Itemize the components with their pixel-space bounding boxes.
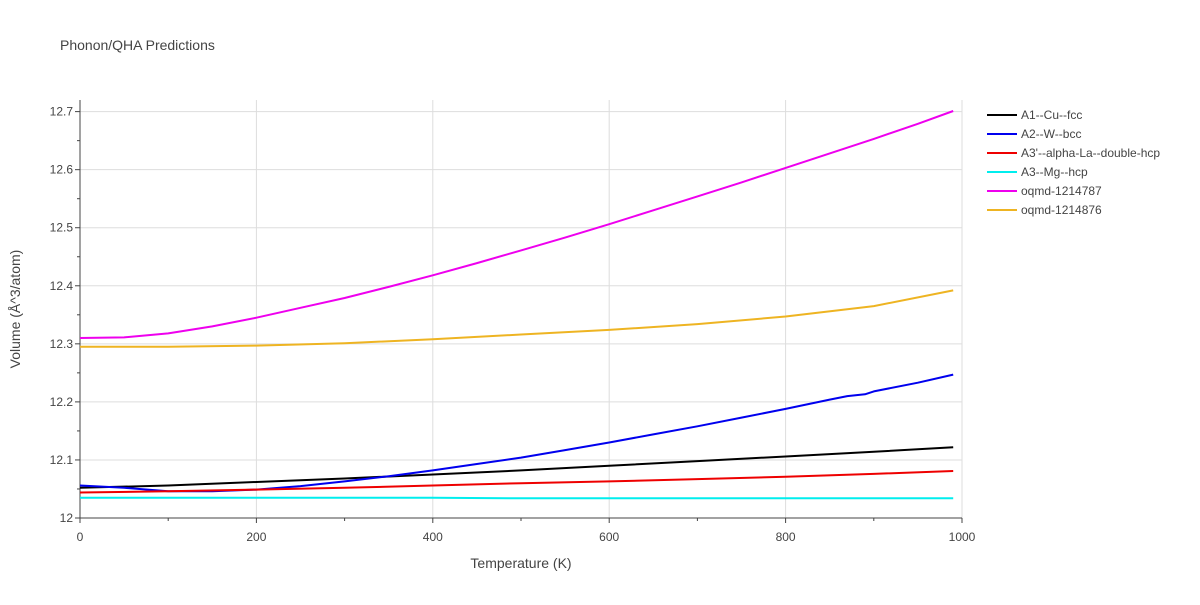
- x-tick-label: 800: [776, 530, 796, 544]
- y-tick-label: 12: [60, 511, 74, 525]
- legend-item-4[interactable]: oqmd-1214787: [987, 184, 1102, 198]
- y-axis-label: Volume (Å^3/atom): [7, 250, 23, 369]
- chart-title: Phonon/QHA Predictions: [60, 37, 215, 53]
- legend-item-1[interactable]: A2--W--bcc: [987, 127, 1081, 141]
- legend[interactable]: A1--Cu--fcc A2--W--bcc A3'--alpha-La--doub…: [987, 108, 1160, 217]
- y-ticks: 12 12.1 12.2 12.3 12.4 12.5 12.6 12.7: [50, 105, 80, 525]
- legend-label: A1--Cu--fcc: [1021, 108, 1082, 122]
- series-line-2: [79, 470, 954, 494]
- y-tick-label: 12.1: [50, 453, 74, 467]
- x-tick-label: 1000: [949, 530, 976, 544]
- x-axis-label: Temperature (K): [470, 555, 571, 571]
- series-line-1: [79, 373, 954, 493]
- y-tick-label: 12.4: [50, 279, 74, 293]
- legend-label: A3'--alpha-La--double-hcp: [1021, 146, 1160, 160]
- series-line-5: [80, 289, 954, 348]
- series-line-0: [79, 446, 954, 489]
- legend-label: oqmd-1214876: [1021, 203, 1102, 217]
- legend-item-5[interactable]: oqmd-1214876: [987, 203, 1102, 217]
- y-tick-label: 12.5: [50, 221, 74, 235]
- legend-label: A3--Mg--hcp: [1021, 165, 1088, 179]
- legend-label: A2--W--bcc: [1021, 127, 1081, 141]
- y-tick-label: 12.7: [50, 105, 74, 119]
- legend-item-0[interactable]: A1--Cu--fcc: [987, 108, 1082, 122]
- y-tick-label: 12.2: [50, 395, 74, 409]
- y-tick-label: 12.6: [50, 163, 74, 177]
- legend-label: oqmd-1214787: [1021, 184, 1102, 198]
- series-line-3: [80, 496, 954, 500]
- grid-lines: [80, 100, 963, 518]
- y-tick-label: 12.3: [50, 337, 74, 351]
- axes: [79, 100, 962, 519]
- series-line-4: [79, 110, 954, 339]
- x-tick-label: 400: [423, 530, 443, 544]
- x-ticks: 0 200 400 600 800 1000: [77, 518, 976, 544]
- x-tick-label: 0: [77, 530, 84, 544]
- x-tick-label: 200: [246, 530, 266, 544]
- x-tick-label: 600: [599, 530, 619, 544]
- series-lines: [79, 110, 954, 500]
- legend-item-3[interactable]: A3--Mg--hcp: [987, 165, 1088, 179]
- legend-item-2[interactable]: A3'--alpha-La--double-hcp: [987, 146, 1160, 160]
